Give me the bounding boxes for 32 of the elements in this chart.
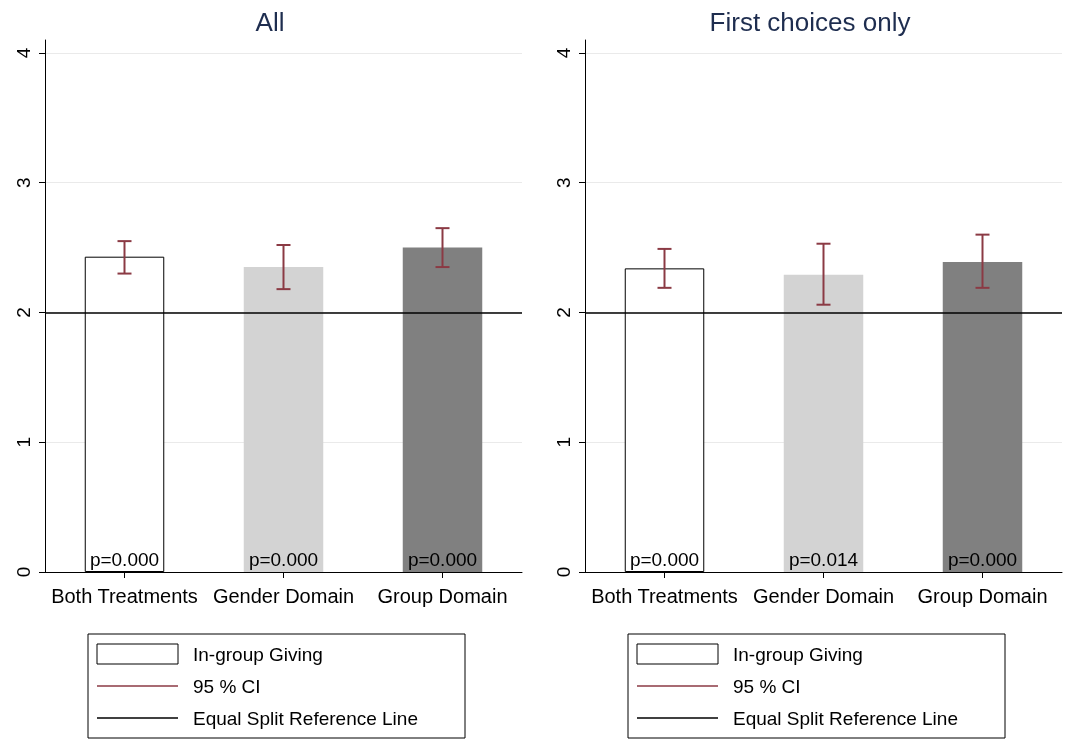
chart-title: First choices only bbox=[709, 7, 911, 37]
annotation: p=0.014 bbox=[788, 549, 859, 570]
y-tick-label: 0 bbox=[553, 566, 574, 578]
x-tick-label: Gender Domain bbox=[212, 585, 355, 607]
annotation: p=0.000 bbox=[89, 549, 160, 570]
legend-label: In-group Giving bbox=[733, 643, 863, 665]
y-tick-label: 2 bbox=[13, 307, 34, 318]
y-tick-label: 4 bbox=[13, 47, 34, 59]
chart-title: All bbox=[255, 7, 285, 37]
y-tick-label: 3 bbox=[553, 177, 574, 189]
x-tick-label: Group Domain bbox=[377, 585, 508, 607]
annotation: p=0.000 bbox=[407, 549, 478, 570]
y-tick-label: 2 bbox=[553, 307, 574, 318]
x-tick-label: Gender Domain bbox=[752, 585, 895, 607]
y-tick-label: 1 bbox=[13, 436, 34, 448]
y-tick-label: 4 bbox=[553, 47, 574, 59]
x-tick-label: Both Treatments bbox=[51, 585, 198, 607]
annotation: p=0.000 bbox=[629, 549, 700, 570]
y-tick-label: 3 bbox=[13, 177, 34, 189]
annotation: p=0.000 bbox=[248, 549, 319, 570]
y-tick-label: 1 bbox=[553, 436, 574, 448]
text: 95 % CI bbox=[733, 675, 801, 697]
legend-label: Equal Split Reference Line bbox=[733, 707, 958, 729]
bar bbox=[783, 274, 864, 572]
legend-label: Equal Split Reference Line bbox=[193, 707, 418, 729]
legend-label: In-group Giving bbox=[193, 643, 323, 665]
text: 95 % CI bbox=[193, 675, 261, 697]
annotation: p=0.000 bbox=[947, 549, 1018, 570]
bar bbox=[942, 261, 1023, 572]
x-tick-label: Both Treatments bbox=[591, 585, 738, 607]
y-tick-label: 0 bbox=[13, 566, 34, 578]
x-tick-label: Group Domain bbox=[917, 585, 1048, 607]
